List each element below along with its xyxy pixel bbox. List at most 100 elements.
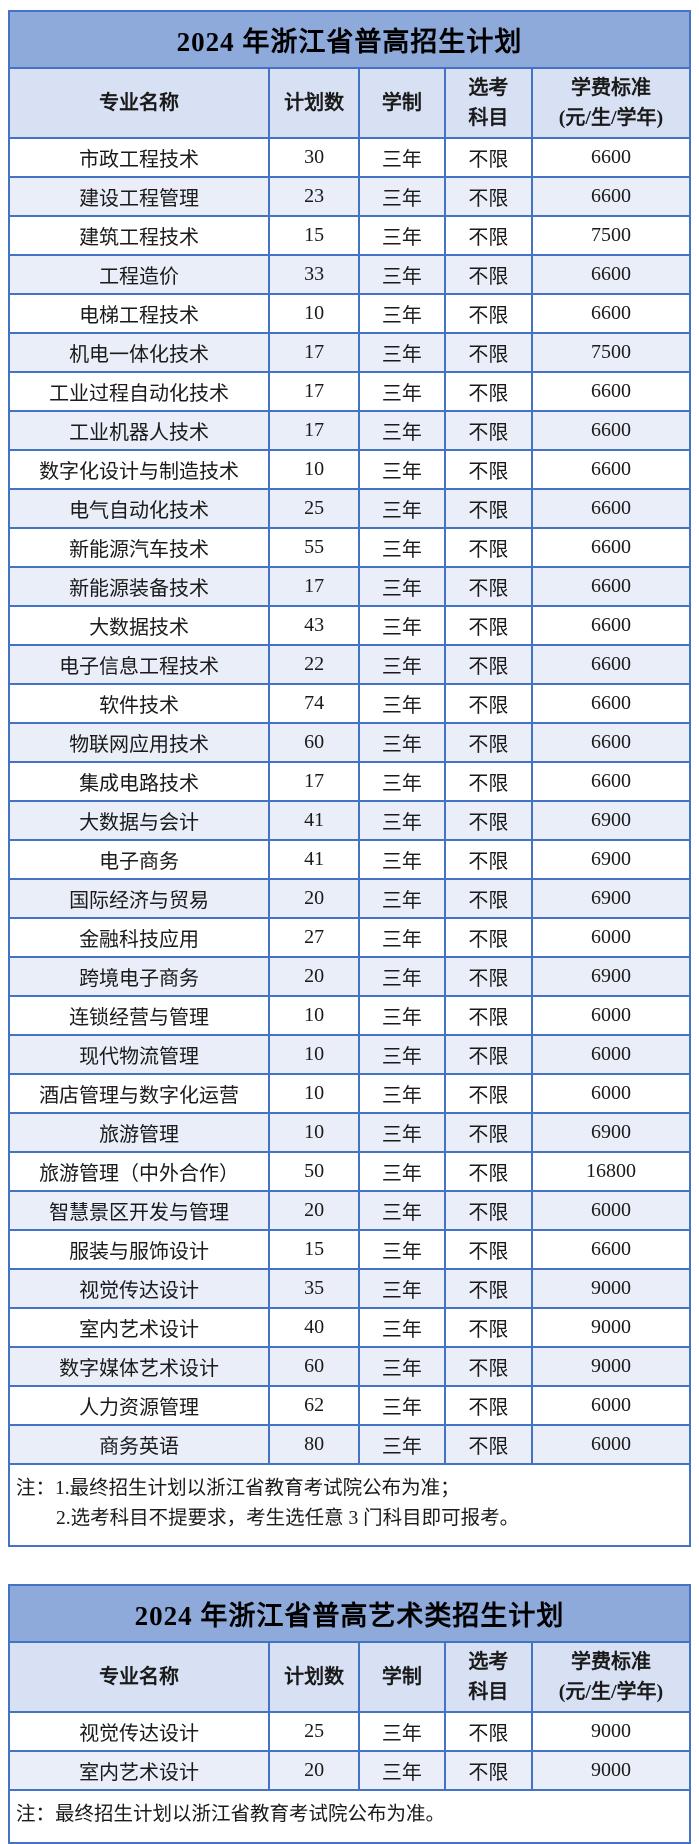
plan-count-cell: 20 [268, 1750, 361, 1792]
plan-count-cell: 62 [268, 1385, 361, 1426]
duration-cell: 三年 [358, 293, 446, 334]
header-major-name: 专业名称 [7, 1641, 271, 1714]
tuition-cell: 6600 [530, 1229, 692, 1270]
exam-subjects-cell: 不限 [443, 644, 533, 685]
header-row: 专业名称 计划数 学制 选考 科目 学费标准 (元/生/学年) [7, 67, 692, 139]
exam-subjects-cell: 不限 [443, 722, 533, 763]
table-row: 国际经济与贸易 20 三年 不限 6900 [7, 878, 692, 919]
duration-cell: 三年 [358, 137, 446, 178]
plan-count-cell: 17 [268, 410, 361, 451]
table-row: 跨境电子商务 20 三年 不限 6900 [7, 956, 692, 997]
exam-subjects-cell: 不限 [443, 176, 533, 217]
table-row: 市政工程技术 30 三年 不限 6600 [7, 137, 692, 178]
table-row: 电梯工程技术 10 三年 不限 6600 [7, 293, 692, 334]
duration-cell: 三年 [358, 1229, 446, 1270]
table-body: 市政工程技术 30 三年 不限 6600 建设工程管理 23 三年 不限 6600 建筑工程技术 15… [7, 137, 692, 1465]
exam-subjects-cell: 不限 [443, 1229, 533, 1270]
duration-cell: 三年 [358, 566, 446, 607]
notes-row: 注：1.最终招生计划以浙江省教育考试院公布为准； 2.选考科目不提要求，考生选任… [8, 1462, 691, 1548]
major-name-cell: 工业过程自动化技术 [7, 371, 271, 412]
tuition-cell: 6900 [530, 800, 692, 841]
plan-count-cell: 27 [268, 917, 361, 958]
major-name-cell: 旅游管理（中外合作） [7, 1151, 271, 1192]
duration-cell: 三年 [358, 605, 446, 646]
tuition-cell: 6600 [530, 527, 692, 568]
tuition-cell: 6600 [530, 683, 692, 724]
major-name-cell: 视觉传达设计 [7, 1268, 271, 1309]
plan-count-cell: 15 [268, 215, 361, 256]
major-name-cell: 大数据技术 [7, 605, 271, 646]
duration-cell: 三年 [358, 1307, 446, 1348]
table-row: 现代物流管理 10 三年 不限 6000 [7, 1034, 692, 1075]
plan-count-cell: 30 [268, 137, 361, 178]
duration-cell: 三年 [358, 176, 446, 217]
exam-subjects-cell: 不限 [443, 1268, 533, 1309]
header-duration: 学制 [358, 67, 446, 139]
exam-subjects-cell: 不限 [443, 1190, 533, 1231]
exam-subjects-cell: 不限 [443, 917, 533, 958]
plan-count-cell: 20 [268, 1190, 361, 1231]
table-row: 室内艺术设计 20 三年 不限 9000 [7, 1750, 692, 1792]
header-duration: 学制 [358, 1641, 446, 1714]
major-name-cell: 商务英语 [7, 1424, 271, 1465]
major-name-cell: 大数据与会计 [7, 800, 271, 841]
duration-cell: 三年 [358, 527, 446, 568]
duration-cell: 三年 [358, 800, 446, 841]
table-row: 酒店管理与数字化运营 10 三年 不限 6000 [7, 1073, 692, 1114]
major-name-cell: 物联网应用技术 [7, 722, 271, 763]
title-row: 2024 年浙江省普高招生计划 [8, 10, 691, 69]
tuition-cell: 9000 [530, 1711, 692, 1753]
duration-cell: 三年 [358, 215, 446, 256]
tuition-cell: 6600 [530, 566, 692, 607]
major-name-cell: 工程造价 [7, 254, 271, 295]
tuition-cell: 6900 [530, 878, 692, 919]
major-name-cell: 建筑工程技术 [7, 215, 271, 256]
major-name-cell: 国际经济与贸易 [7, 878, 271, 919]
exam-subjects-cell: 不限 [443, 449, 533, 490]
plan-count-cell: 10 [268, 1034, 361, 1075]
plan-count-cell: 23 [268, 176, 361, 217]
note-line-1: 注：1.最终招生计划以浙江省教育考试院公布为准； [16, 1478, 460, 1499]
table-title: 2024 年浙江省普高招生计划 [8, 10, 691, 69]
major-name-cell: 机电一体化技术 [7, 332, 271, 373]
header-exam-subjects: 选考 科目 [443, 1641, 533, 1714]
plan-count-cell: 41 [268, 800, 361, 841]
table-row: 物联网应用技术 60 三年 不限 6600 [7, 722, 692, 763]
tuition-cell: 6600 [530, 176, 692, 217]
exam-subjects-cell: 不限 [443, 1711, 533, 1753]
note-line-1: 注：最终招生计划以浙江省教育考试院公布为准。 [16, 1804, 446, 1826]
table-row: 工业机器人技术 17 三年 不限 6600 [7, 410, 692, 451]
tuition-cell: 6600 [530, 254, 692, 295]
exam-subjects-cell: 不限 [443, 1073, 533, 1114]
exam-subjects-cell: 不限 [443, 1151, 533, 1192]
table-row: 视觉传达设计 35 三年 不限 9000 [7, 1268, 692, 1309]
tuition-cell: 6000 [530, 1424, 692, 1465]
table-row: 商务英语 80 三年 不限 6000 [7, 1424, 692, 1465]
major-name-cell: 建设工程管理 [7, 176, 271, 217]
tuition-cell: 6600 [530, 410, 692, 451]
tuition-cell: 9000 [530, 1307, 692, 1348]
table-row: 大数据技术 43 三年 不限 6600 [7, 605, 692, 646]
duration-cell: 三年 [358, 449, 446, 490]
tuition-cell: 6600 [530, 293, 692, 334]
duration-cell: 三年 [358, 488, 446, 529]
major-name-cell: 新能源汽车技术 [7, 527, 271, 568]
duration-cell: 三年 [358, 1385, 446, 1426]
major-name-cell: 数字媒体艺术设计 [7, 1346, 271, 1387]
table-row: 数字化设计与制造技术 10 三年 不限 6600 [7, 449, 692, 490]
tuition-cell: 9000 [530, 1750, 692, 1792]
exam-subjects-cell: 不限 [443, 527, 533, 568]
duration-cell: 三年 [358, 1268, 446, 1309]
table-notes: 注：最终招生计划以浙江省教育考试院公布为准。 [8, 1789, 691, 1844]
table-row: 建设工程管理 23 三年 不限 6600 [7, 176, 692, 217]
table-row: 旅游管理（中外合作） 50 三年 不限 16800 [7, 1151, 692, 1192]
major-name-cell: 室内艺术设计 [7, 1750, 271, 1792]
major-name-cell: 集成电路技术 [7, 761, 271, 802]
tuition-cell: 6000 [530, 1073, 692, 1114]
exam-subjects-cell: 不限 [443, 800, 533, 841]
plan-count-cell: 10 [268, 995, 361, 1036]
plan-count-cell: 17 [268, 371, 361, 412]
major-name-cell: 服装与服饰设计 [7, 1229, 271, 1270]
exam-subjects-cell: 不限 [443, 215, 533, 256]
exam-subjects-cell: 不限 [443, 488, 533, 529]
